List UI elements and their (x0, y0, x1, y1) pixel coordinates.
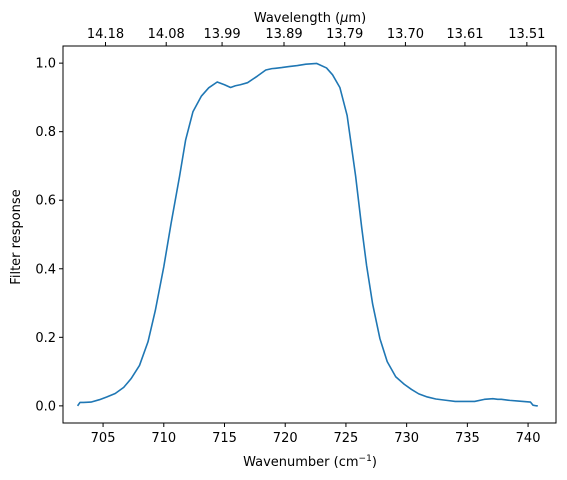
top-x-tick-label: 13.61 (446, 27, 483, 42)
x-tick-label: 730 (394, 431, 419, 446)
y-axis-label: Filter response (9, 189, 24, 284)
bottom-x-axis: 705 710 715 720 725 730 735 740 (91, 423, 541, 446)
x-axis-label: Wavenumber (cm−1) (243, 454, 377, 470)
y-tick-label: 0.8 (35, 125, 56, 140)
y-axis: 0.0 0.2 0.4 0.6 0.8 1.0 (35, 57, 63, 414)
top-x-tick-label: 13.89 (265, 27, 302, 42)
top-x-tick-label: 14.18 (87, 27, 124, 42)
top-x-tick-label: 14.08 (148, 27, 185, 42)
axes-frame (62, 45, 557, 424)
x-tick-label: 725 (334, 431, 359, 446)
top-x-tick-label: 13.99 (203, 27, 240, 42)
y-tick-label: 0.4 (35, 262, 56, 277)
plot-area (76, 62, 538, 407)
x-tick-label: 740 (516, 431, 541, 446)
top-x-axis: 14.18 14.08 13.99 13.89 13.79 13.70 13.61 13.51 (87, 27, 545, 46)
series-line-0 (76, 62, 538, 407)
y-tick-label: 0.6 (35, 194, 56, 209)
y-tick-label: 0.0 (35, 399, 56, 414)
x-tick-label: 710 (151, 431, 176, 446)
y-tick-label: 1.0 (35, 57, 56, 72)
x-tick-label: 735 (455, 431, 480, 446)
top-x-tick-label: 13.79 (326, 27, 363, 42)
x-tick-label: 705 (91, 431, 116, 446)
top-x-tick-label: 13.70 (387, 27, 424, 42)
x-tick-label: 720 (273, 431, 298, 446)
y-tick-label: 0.2 (35, 331, 56, 346)
top-x-tick-label: 13.51 (508, 27, 545, 42)
top-x-axis-label: Wavelength (μm) (254, 11, 366, 26)
x-tick-label: 715 (212, 431, 237, 446)
